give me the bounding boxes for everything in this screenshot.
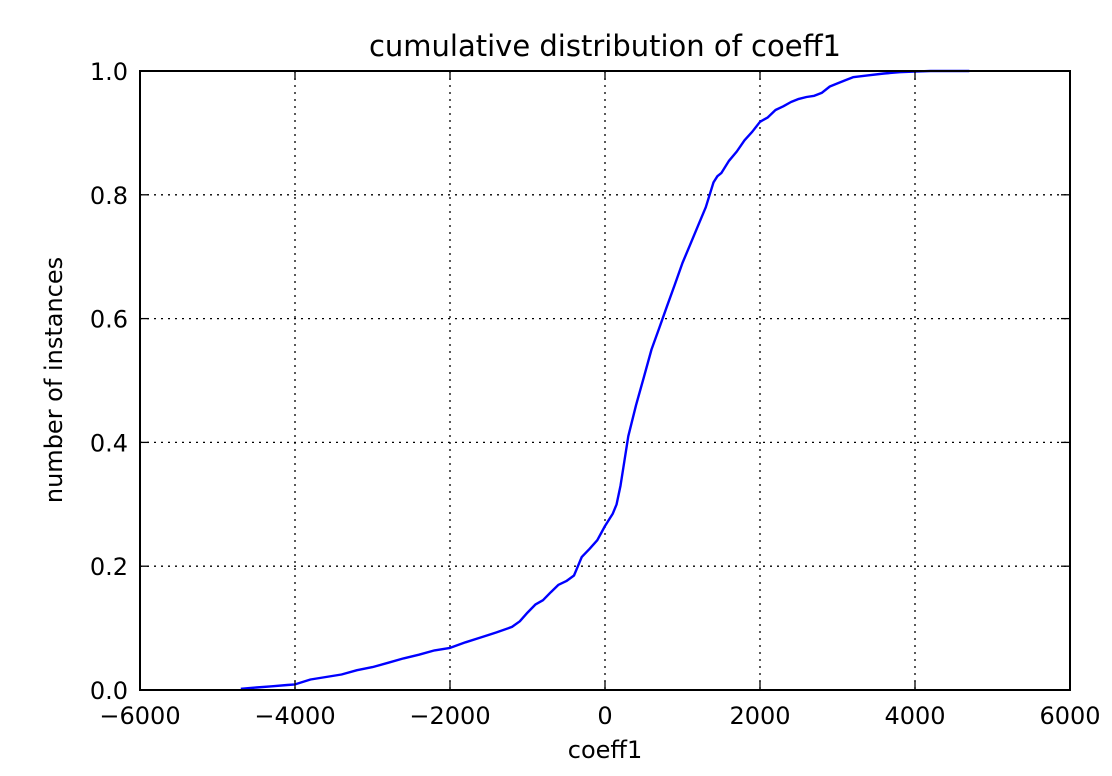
x-tick-label: −4000 [254, 702, 335, 730]
cdf-series-line [240, 69, 970, 690]
y-tick-label: 0.2 [90, 553, 128, 581]
x-tick-label: 6000 [1039, 702, 1100, 730]
axis-ticks [139, 70, 1071, 691]
x-tick-label: 2000 [729, 702, 790, 730]
grid-lines [140, 71, 1070, 690]
x-tick-label: −2000 [409, 702, 490, 730]
chart-title: cumulative distribution of coeff1 [369, 29, 841, 63]
x-axis-label: coeff1 [568, 736, 642, 764]
y-tick-label: 0.0 [90, 677, 128, 705]
y-tick-label: 1.0 [90, 58, 128, 86]
y-tick-label: 0.6 [90, 306, 128, 334]
x-tick-labels: −6000 −4000 −2000 0 2000 4000 6000 [99, 702, 1100, 730]
x-tick-label: 4000 [884, 702, 945, 730]
x-tick-label: 0 [597, 702, 612, 730]
y-axis-label: number of instances [40, 257, 68, 503]
y-tick-label: 0.8 [90, 182, 128, 210]
x-tick-label: −6000 [99, 702, 180, 730]
y-tick-labels: 0.0 0.2 0.4 0.6 0.8 1.0 [90, 58, 128, 705]
y-tick-label: 0.4 [90, 429, 128, 457]
